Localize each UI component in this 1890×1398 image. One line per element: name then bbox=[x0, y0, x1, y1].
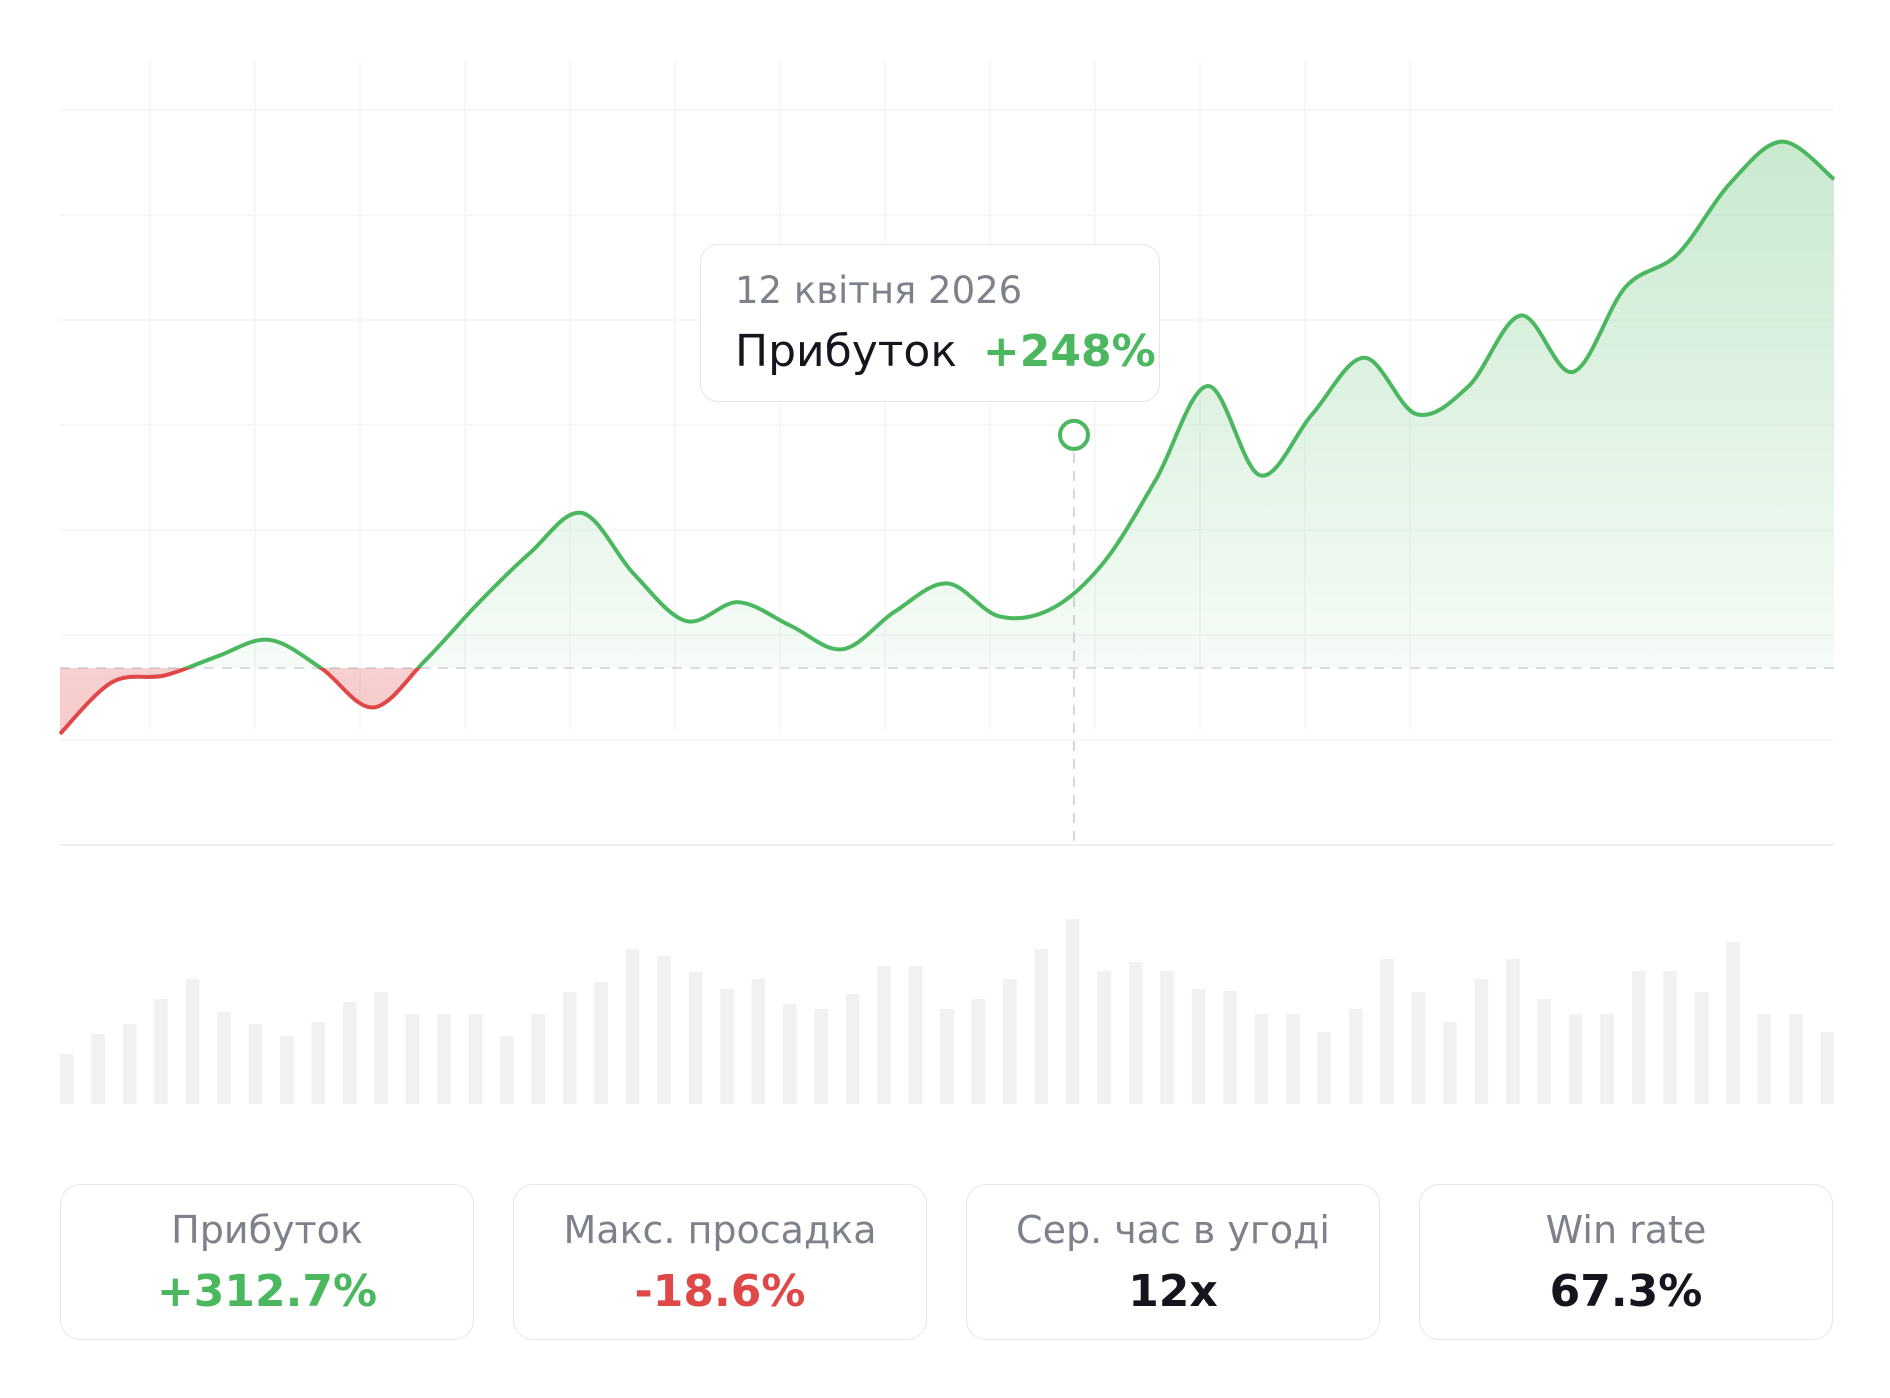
volume-bar bbox=[468, 1014, 483, 1104]
chart-grid bbox=[60, 60, 1834, 741]
volume-bar bbox=[845, 994, 860, 1104]
volume-bar bbox=[1474, 979, 1489, 1104]
volume-bar bbox=[1757, 1014, 1772, 1104]
stat-value: 67.3% bbox=[1549, 1266, 1703, 1317]
volume-bar bbox=[720, 989, 734, 1104]
volume-bar bbox=[1789, 1014, 1803, 1104]
volume-bar bbox=[594, 982, 608, 1104]
profit-line-negative bbox=[58, 668, 421, 736]
chart-tooltip: 12 квітня 2026 Прибуток +248% bbox=[700, 244, 1160, 402]
volume-bar bbox=[1411, 992, 1426, 1104]
stat-title: Прибуток bbox=[171, 1208, 363, 1252]
volume-bar bbox=[751, 979, 766, 1104]
volume-bar bbox=[1160, 971, 1174, 1104]
volume-bar bbox=[248, 1024, 263, 1104]
stat-card-win-rate: Win rate 67.3% bbox=[1419, 1184, 1833, 1340]
tooltip-label: Прибуток bbox=[735, 326, 957, 377]
volume-bar bbox=[217, 1012, 231, 1104]
volume-bar bbox=[122, 1024, 137, 1104]
stat-card-max-drawdown: Макс. просадка -18.6% bbox=[513, 1184, 927, 1340]
volume-bar bbox=[1537, 999, 1552, 1104]
volume-bar bbox=[1443, 1022, 1457, 1104]
profit-line-positive bbox=[181, 139, 1836, 668]
volume-bar bbox=[688, 972, 703, 1104]
volume-bar bbox=[1380, 959, 1394, 1104]
volume-bar bbox=[437, 1014, 451, 1104]
volume-bar bbox=[1034, 949, 1049, 1104]
volume-bar bbox=[657, 956, 671, 1104]
profit-area-positive bbox=[60, 141, 1834, 668]
volume-bar bbox=[908, 966, 923, 1104]
stat-value: 12х bbox=[1128, 1266, 1218, 1317]
volume-bar bbox=[1097, 971, 1111, 1104]
volume-bar bbox=[1631, 971, 1646, 1104]
tooltip-value: +248% bbox=[982, 326, 1156, 377]
highlight-point[interactable] bbox=[1058, 418, 1090, 451]
volume-bar bbox=[500, 1036, 514, 1104]
volume-bar bbox=[1600, 1014, 1614, 1104]
volume-bar bbox=[311, 1022, 325, 1104]
volume-bar bbox=[374, 992, 388, 1104]
volume-bar bbox=[1726, 942, 1740, 1104]
volume-bar bbox=[783, 1004, 797, 1104]
volume-bar bbox=[563, 992, 577, 1104]
volume-bar bbox=[1254, 1014, 1269, 1104]
volume-bar bbox=[1223, 991, 1237, 1104]
stat-title: Макс. просадка bbox=[563, 1208, 877, 1252]
volume-bar bbox=[342, 1002, 357, 1104]
volume-bar bbox=[1694, 992, 1709, 1104]
volume-bar bbox=[1663, 971, 1677, 1104]
stat-title: Win rate bbox=[1545, 1208, 1707, 1252]
volume-bar bbox=[60, 1054, 74, 1104]
volume-bar bbox=[1569, 1014, 1583, 1104]
volume-bar bbox=[1348, 1009, 1363, 1104]
volume-bar bbox=[185, 979, 200, 1104]
volume-bar bbox=[91, 1034, 105, 1104]
volume-bar bbox=[971, 999, 986, 1104]
volume-bar bbox=[1128, 962, 1143, 1104]
volume-bar bbox=[1066, 919, 1080, 1104]
volume-bar bbox=[625, 949, 640, 1104]
volume-bar bbox=[280, 1036, 294, 1104]
stat-card-profit: Прибуток +312.7% bbox=[60, 1184, 474, 1340]
stat-value: -18.6% bbox=[634, 1266, 806, 1317]
volume-bar bbox=[1506, 959, 1520, 1104]
volume-bar bbox=[877, 966, 891, 1104]
stat-title: Сер. час в угоді bbox=[1016, 1208, 1330, 1252]
stat-value: +312.7% bbox=[156, 1266, 378, 1317]
volume-bar bbox=[1003, 979, 1017, 1104]
volume-bar bbox=[154, 999, 168, 1104]
volume-bar bbox=[814, 1009, 828, 1104]
volume-bar bbox=[940, 1009, 954, 1104]
volume-bar bbox=[531, 1014, 546, 1104]
volume-bar bbox=[1820, 1032, 1834, 1104]
volume-bar bbox=[405, 1014, 420, 1104]
volume-bar bbox=[1317, 1032, 1331, 1104]
tooltip-date: 12 квітня 2026 bbox=[735, 269, 1023, 312]
stat-card-avg-trade-time: Сер. час в угоді 12х bbox=[966, 1184, 1380, 1340]
volume-bar bbox=[1191, 989, 1206, 1104]
volume-bar bbox=[1286, 1014, 1300, 1104]
